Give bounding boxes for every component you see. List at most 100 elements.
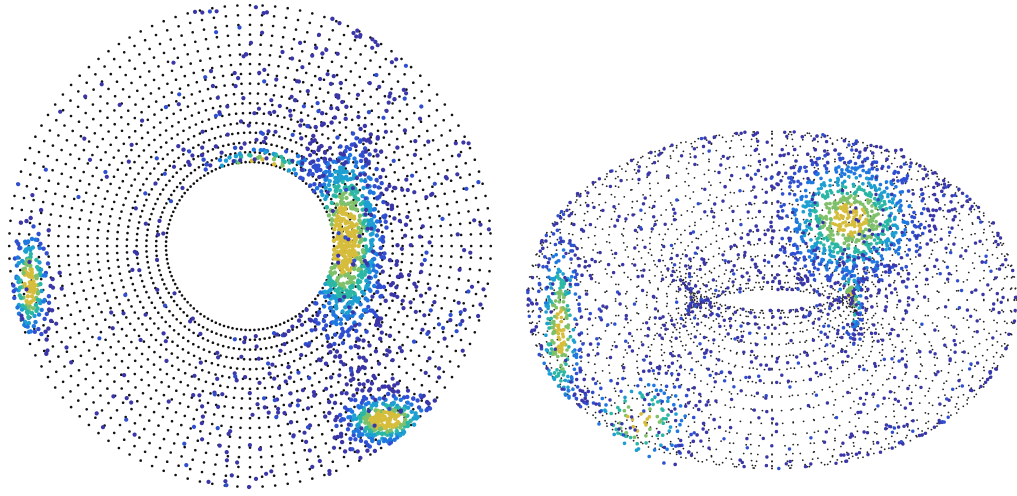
grid-dot — [799, 330, 802, 333]
grid-dot — [23, 158, 27, 161]
grid-dot — [423, 166, 427, 170]
sample-point — [164, 358, 169, 363]
grid-dot — [101, 351, 105, 355]
grid-dot — [826, 463, 829, 466]
grid-dot — [832, 310, 834, 313]
sample-point — [408, 243, 413, 248]
grid-dot — [278, 166, 282, 169]
grid-dot — [831, 326, 834, 329]
sample-point — [405, 187, 410, 193]
grid-dot — [128, 453, 131, 456]
sample-point — [373, 39, 378, 45]
grid-dot — [391, 237, 394, 240]
grid-dot — [40, 124, 43, 127]
grid-dot — [375, 203, 378, 207]
grid-dot — [169, 38, 172, 41]
sample-point — [302, 430, 307, 435]
grid-dot — [858, 368, 860, 371]
sample-point — [398, 423, 404, 428]
sample-point — [355, 387, 360, 392]
sample-point — [387, 183, 392, 189]
grid-dot — [799, 407, 802, 410]
grid-dot — [428, 336, 431, 339]
grid-dot — [397, 310, 400, 314]
sample-point — [476, 313, 481, 319]
grid-dot — [830, 370, 833, 373]
grid-dot — [906, 269, 908, 272]
grid-dot — [690, 333, 693, 335]
sample-point — [46, 228, 51, 233]
sample-point — [350, 228, 356, 234]
grid-dot — [402, 322, 405, 326]
grid-dot — [162, 437, 166, 441]
sample-point — [12, 295, 17, 301]
grid-dot — [753, 311, 756, 314]
grid-dot — [401, 252, 404, 256]
sample-point — [390, 388, 395, 393]
grid-dot — [61, 93, 65, 96]
sample-point — [26, 329, 32, 335]
grid-dot — [172, 210, 175, 214]
grid-dot — [154, 150, 158, 154]
grid-dot — [208, 57, 212, 60]
sample-point — [327, 410, 332, 416]
grid-dot — [636, 312, 638, 314]
grid-dot — [626, 352, 628, 354]
grid-dot — [812, 349, 815, 352]
sample-point — [368, 206, 373, 211]
grid-dot — [881, 384, 884, 386]
sample-point — [227, 155, 232, 160]
grid-dot — [100, 310, 103, 314]
grid-dot — [896, 303, 899, 306]
grid-dot — [640, 441, 642, 444]
grid-dot — [420, 383, 424, 387]
grid-dot — [435, 380, 439, 384]
grid-dot — [147, 70, 151, 73]
sample-point — [353, 199, 358, 205]
sample-point — [392, 383, 397, 388]
grid-dot — [248, 92, 252, 95]
grid-dot — [161, 211, 164, 214]
grid-dot — [855, 388, 858, 390]
sample-point — [44, 251, 49, 256]
grid-dot — [139, 30, 142, 33]
grid-dot — [338, 446, 342, 450]
grid-dot — [862, 364, 864, 367]
sample-point — [237, 151, 242, 157]
grid-dot — [918, 271, 921, 274]
grid-dot — [344, 350, 347, 354]
grid-dot — [107, 49, 110, 53]
grid-dot — [718, 463, 721, 466]
grid-dot — [707, 429, 710, 431]
grid-dot — [973, 395, 976, 398]
grid-dot — [42, 324, 45, 327]
grid-dot — [893, 269, 896, 271]
sample-point — [322, 294, 328, 299]
sample-point — [364, 425, 369, 430]
grid-dot — [647, 346, 650, 348]
grid-dot — [370, 109, 374, 112]
grid-dot — [763, 355, 766, 358]
sample-point — [375, 289, 380, 295]
grid-dot — [762, 396, 765, 398]
grid-dot — [813, 307, 816, 310]
grid-dot — [1010, 321, 1013, 324]
grid-dot — [115, 244, 119, 248]
grid-dot — [875, 302, 878, 305]
grid-dot — [106, 102, 109, 105]
sample-point — [335, 179, 340, 185]
sample-point — [41, 299, 46, 304]
grid-dot — [278, 55, 282, 58]
grid-dot — [295, 337, 299, 340]
sample-point — [219, 163, 225, 168]
sample-point — [356, 197, 361, 202]
grid-dot — [106, 190, 109, 193]
grid-dot — [259, 141, 263, 145]
grid-dot — [242, 367, 245, 371]
grid-dot — [204, 108, 208, 112]
grid-dot — [793, 367, 796, 370]
grid-dot — [729, 349, 732, 352]
grid-dot — [841, 410, 843, 413]
sample-point — [358, 138, 363, 143]
grid-dot — [342, 455, 346, 459]
